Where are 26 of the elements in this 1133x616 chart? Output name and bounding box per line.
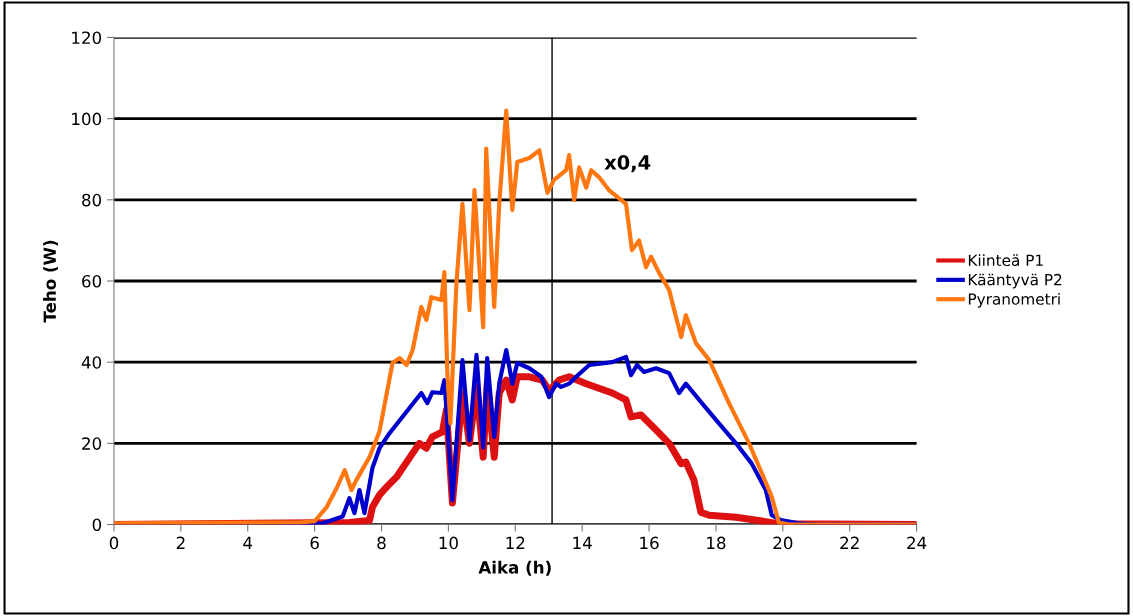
legend-label: Kiinteä P1 (968, 254, 1043, 267)
y-axis-title: Teho (W) (43, 240, 58, 323)
y-tick-label: 120 (72, 31, 102, 45)
y-tick-label: 20 (82, 437, 102, 450)
x-tick-label: 22 (840, 536, 859, 549)
x-tick-label: 16 (640, 536, 659, 550)
x-axis-title: Aika (h) (478, 560, 551, 576)
x-tick-label: 6 (310, 536, 319, 550)
x-tick-label: 12 (506, 536, 525, 549)
x-tick-label: 20 (773, 536, 793, 550)
legend-label: Kääntyvä P2 (968, 273, 1062, 289)
x-tick-label: 14 (573, 536, 592, 549)
x-tick-label: 18 (707, 536, 726, 550)
x-tick-label: 2 (176, 536, 185, 549)
y-tick-label: 80 (82, 193, 102, 207)
y-tick-label: 100 (72, 112, 102, 126)
x-tick-label: 10 (439, 536, 458, 550)
y-tick-label: 0 (92, 518, 102, 532)
x-tick-label: 24 (907, 536, 927, 549)
annotation: x0,4 (604, 155, 651, 173)
y-tick-label: 60 (82, 274, 102, 288)
x-tick-label: 8 (377, 536, 386, 550)
x-tick-label: 4 (243, 536, 253, 549)
legend-label: Pyranometri (968, 292, 1060, 308)
y-tick-label: 40 (81, 356, 102, 369)
x-tick-label: 0 (109, 536, 119, 550)
